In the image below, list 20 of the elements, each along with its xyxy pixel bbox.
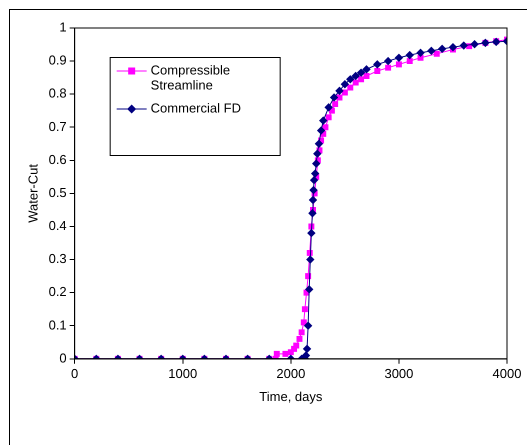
y-tick-label: 0.9 xyxy=(48,52,67,68)
y-tick-label: 0.7 xyxy=(48,118,67,134)
legend-label: Commercial FD xyxy=(150,100,241,116)
y-tick-label: 0.6 xyxy=(48,152,67,167)
x-tick-label: 1000 xyxy=(168,366,198,382)
legend-label: Compressible Streamline xyxy=(150,62,230,93)
y-tick-label: 0.3 xyxy=(48,251,67,266)
y-tick-label: 0.1 xyxy=(48,317,67,332)
y-tick-label: 0.8 xyxy=(48,86,67,101)
y-tick-label: 1 xyxy=(59,20,67,35)
x-tick-label: 0 xyxy=(71,366,78,382)
x-tick-label: 2000 xyxy=(276,366,306,382)
x-tick-label: 4000 xyxy=(492,366,522,382)
y-axis-title: Water-Cut xyxy=(25,164,40,223)
x-axis-title: Time, days xyxy=(259,388,323,404)
x-tick-label: 3000 xyxy=(384,366,414,382)
y-tick-label: 0 xyxy=(59,350,67,366)
y-tick-label: 0.5 xyxy=(48,184,67,200)
y-tick-label: 0.4 xyxy=(48,218,67,234)
y-tick-label: 0.2 xyxy=(48,284,67,300)
